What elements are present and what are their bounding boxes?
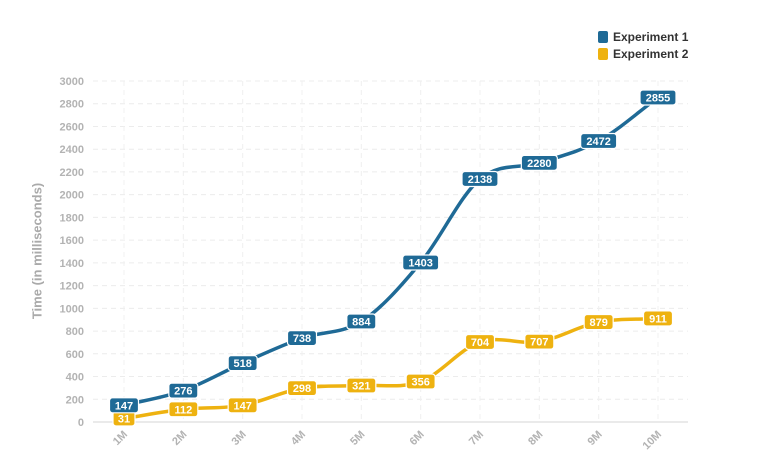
x-tick-label-3M: 3M (229, 429, 248, 448)
x-tick-label-6M: 6M (407, 429, 426, 448)
x-tick-label-8M: 8M (526, 429, 545, 448)
y-tick-label-800: 800 (66, 326, 84, 338)
legend-item-experiment-2[interactable]: Experiment 2 (598, 45, 688, 62)
y-tick-label-400: 400 (66, 372, 84, 384)
data-label-box-experiment-1-8M (520, 154, 558, 171)
y-tick-label-3000: 3000 (60, 76, 84, 88)
x-tick-label-4M: 4M (289, 429, 308, 448)
data-label-box-experiment-2-5M (346, 377, 377, 394)
y-tick-label-200: 200 (66, 394, 84, 406)
series-line-experiment-2 (122, 316, 660, 421)
y-tick-label-1200: 1200 (60, 281, 84, 293)
y-tick-label-1000: 1000 (60, 303, 84, 315)
data-label-experiment-1-1M: 147 (115, 400, 133, 412)
data-label-experiment-1-5M: 884 (352, 317, 371, 329)
legend-swatch-experiment-2 (598, 47, 608, 60)
y-tick-label-1800: 1800 (60, 212, 84, 224)
y-tick-label-2000: 2000 (60, 190, 84, 202)
y-tick-label-2400: 2400 (60, 144, 84, 156)
data-label-box-experiment-1-1M (108, 397, 140, 414)
data-label-box-experiment-1-6M (402, 254, 440, 271)
data-label-experiment-2-7M: 704 (471, 337, 490, 349)
data-label-experiment-1-9M: 2472 (586, 136, 610, 148)
legend: Experiment 1 Experiment 2 (598, 28, 688, 62)
data-label-box-experiment-1-2M (168, 382, 199, 399)
y-tick-label-1600: 1600 (60, 235, 84, 247)
data-label-experiment-1-7M: 2138 (468, 174, 492, 186)
x-tick-label-9M: 9M (585, 429, 604, 448)
data-label-experiment-1-4M: 738 (293, 333, 311, 345)
y-tick-label-1400: 1400 (60, 258, 84, 270)
x-tick-label-2M: 2M (170, 429, 189, 448)
data-label-experiment-2-8M: 707 (530, 337, 548, 349)
data-label-box-experiment-2-7M (464, 333, 496, 351)
x-tick-label-1M: 1M (111, 429, 130, 448)
data-label-experiment-2-6M: 356 (411, 377, 429, 389)
data-label-box-experiment-1-7M (461, 170, 499, 188)
data-label-experiment-1-10M: 2855 (646, 92, 670, 104)
data-label-box-experiment-2-2M (168, 401, 199, 418)
legend-swatch-experiment-1 (598, 30, 608, 43)
data-label-experiment-2-10M: 911 (649, 313, 667, 325)
data-label-experiment-1-8M: 2280 (527, 158, 551, 170)
data-label-box-experiment-1-10M (639, 89, 677, 106)
series-line-experiment-1 (122, 95, 660, 408)
data-label-experiment-2-3M: 147 (233, 400, 251, 412)
data-label-box-experiment-2-10M (642, 310, 674, 327)
data-label-experiment-2-2M: 112 (174, 404, 192, 416)
y-tick-label-600: 600 (66, 349, 84, 361)
data-label-box-experiment-2-6M (405, 373, 436, 390)
data-label-experiment-2-9M: 879 (589, 317, 607, 329)
y-tick-label-2800: 2800 (60, 99, 84, 111)
data-label-experiment-2-1M: 31 (118, 413, 130, 425)
legend-label-experiment-1: Experiment 1 (613, 29, 689, 44)
data-label-box-experiment-2-8M (524, 333, 555, 350)
data-label-box-experiment-1-3M (227, 355, 258, 372)
data-label-box-experiment-1-5M (346, 313, 377, 330)
data-label-experiment-2-4M: 298 (293, 383, 311, 395)
y-tick-label-2200: 2200 (60, 167, 84, 179)
data-label-box-experiment-2-4M (286, 380, 318, 397)
data-label-box-experiment-2-3M (227, 397, 258, 414)
data-label-experiment-2-5M: 321 (352, 381, 370, 393)
x-tick-label-5M: 5M (348, 429, 367, 448)
legend-item-experiment-1[interactable]: Experiment 1 (598, 28, 688, 45)
data-label-experiment-1-2M: 276 (174, 386, 192, 398)
x-tick-label-10M: 10M (640, 429, 664, 453)
legend-label-experiment-2: Experiment 2 (613, 46, 689, 61)
data-label-box-experiment-1-4M (286, 330, 318, 347)
data-label-experiment-1-3M: 518 (233, 358, 251, 370)
x-tick-label-7M: 7M (467, 429, 486, 448)
data-label-experiment-1-6M: 1403 (408, 258, 432, 270)
y-tick-label-0: 0 (78, 417, 84, 429)
data-label-box-experiment-2-9M (583, 313, 614, 331)
y-tick-label-2600: 2600 (60, 121, 84, 133)
data-label-box-experiment-1-9M (580, 132, 618, 150)
